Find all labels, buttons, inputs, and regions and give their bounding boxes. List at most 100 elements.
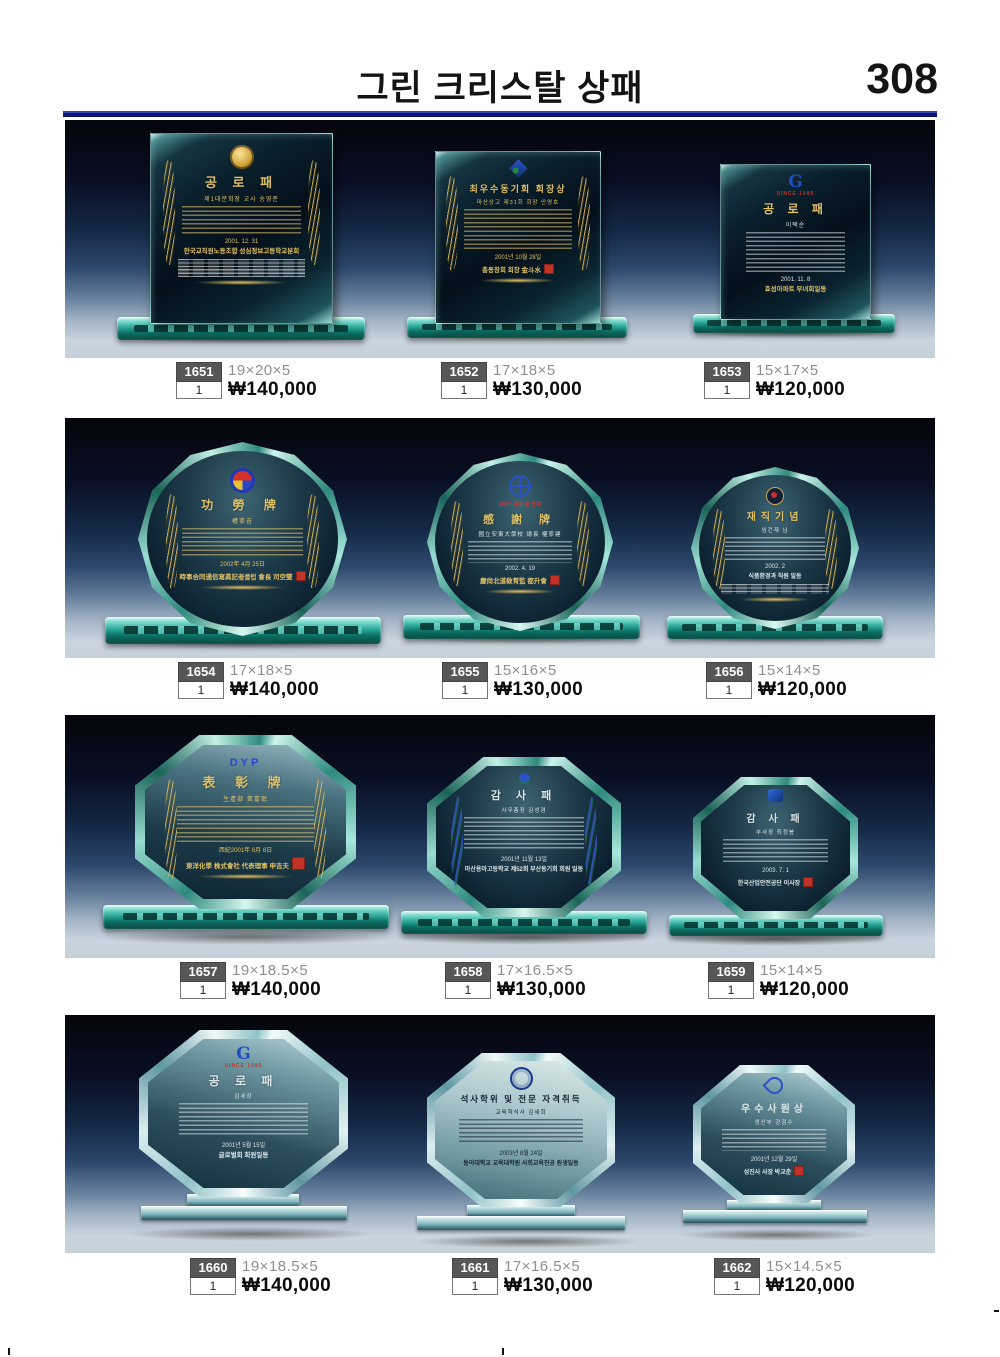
product-label-1655: 1655 1 15×16×5 ₩130,000 bbox=[442, 662, 583, 700]
product-price: ₩140,000 bbox=[228, 379, 318, 400]
g-logo-icon: G SINCE 1989 bbox=[777, 173, 815, 197]
phoenix-ornament-icon bbox=[166, 494, 178, 589]
red-seal-icon bbox=[794, 1165, 805, 1176]
quantity-box: 1 bbox=[176, 382, 222, 399]
item-number-badge: 1661 bbox=[452, 1258, 498, 1278]
laurel-icon bbox=[200, 585, 285, 591]
kisco-logo-text: KISCO bbox=[767, 801, 784, 807]
phoenix-ornament-icon bbox=[314, 779, 326, 879]
plaque-date: 2002年 4月 25日 bbox=[220, 561, 265, 568]
product-size: 15×14×5 bbox=[758, 662, 821, 679]
product-size: 17×18×5 bbox=[493, 362, 556, 379]
plaque-recipient: 사무총장 김성겸 bbox=[501, 807, 547, 814]
shadow bbox=[395, 931, 653, 945]
product-label-1657: 1657 1 19×18.5×5 ₩140,000 bbox=[180, 962, 321, 1000]
plaque-org-text: 時事合同通信寫眞記者클럽 會長 司空燮 bbox=[179, 573, 293, 581]
plaque-title: 공 로 패 bbox=[204, 174, 279, 190]
item-number-badge: 1655 bbox=[442, 662, 488, 682]
laurel-icon bbox=[199, 874, 292, 880]
plaque-title: 感 謝 牌 bbox=[482, 513, 558, 526]
product-label-1659: 1659 1 15×14×5 ₩120,000 bbox=[708, 962, 849, 1000]
plaque-title: 석사학위 및 전문 자격취득 bbox=[460, 1093, 582, 1104]
plaque-body-text bbox=[463, 208, 573, 249]
product-label-1662: 1662 1 15×14.5×5 ₩120,000 bbox=[714, 1258, 855, 1296]
product-price: ₩130,000 bbox=[493, 379, 583, 400]
red-seal-icon bbox=[549, 574, 560, 585]
phoenix-ornament-icon bbox=[713, 509, 725, 589]
plaque-title: 공 로 패 bbox=[763, 201, 828, 216]
page-title: 그린 크리스탈 상패 bbox=[356, 69, 644, 108]
university-seal-icon bbox=[509, 1066, 533, 1090]
phoenix-ornament-icon bbox=[307, 494, 319, 589]
dragon-ornament-icon bbox=[163, 160, 175, 265]
shadow bbox=[413, 1235, 643, 1248]
product-price: ₩140,000 bbox=[230, 679, 320, 700]
product-size: 19×18.5×5 bbox=[242, 1258, 319, 1275]
item-number-badge: 1658 bbox=[445, 962, 491, 982]
kisco-logo-mark bbox=[767, 788, 783, 802]
plaque-title: 감 사 패 bbox=[490, 789, 558, 802]
plaque-recipient: 權寧吉 bbox=[231, 518, 253, 525]
school-emblem-icon bbox=[518, 772, 530, 784]
plaque-org-text: 성진사 사장 박교춘 bbox=[743, 1169, 792, 1176]
plaque-title: 表 彰 牌 bbox=[202, 774, 289, 790]
product-label-1653: 1653 1 15×17×5 ₩120,000 bbox=[704, 362, 845, 400]
plaque-date: 2003. 7. 1 bbox=[762, 867, 789, 874]
red-seal-icon bbox=[544, 263, 554, 274]
product-size: 15×16×5 bbox=[494, 662, 557, 679]
plaque-org: 한국교직원노동조합 성심정보고등학교분회 bbox=[183, 247, 300, 255]
product-label-1661: 1661 1 17×16.5×5 ₩130,000 bbox=[452, 1258, 593, 1296]
header-divider bbox=[63, 111, 937, 117]
plaque-title: 최우수동기회 회장상 bbox=[469, 183, 567, 194]
item-number-badge: 1662 bbox=[714, 1258, 760, 1278]
shadow bbox=[677, 1229, 877, 1241]
plaque-date: 2002. 2 bbox=[764, 563, 786, 570]
plaque-date: 2001년 11월 13일 bbox=[500, 856, 548, 863]
plaque-recipient: 제1대분회장 교사 송영준 bbox=[204, 196, 279, 203]
plaque-recipient: 생산부 강검수 bbox=[754, 1119, 794, 1126]
dyp-logo-icon: DYP bbox=[229, 756, 262, 769]
plaque-org: 時事合同通信寫眞記者클럽 會長 司空燮 bbox=[179, 570, 306, 583]
plaque-recipient: 부사장 최정봉 bbox=[756, 829, 795, 836]
photo-row-2: 功 勞 牌 權寧吉 2002年 4月 25日 時事合同通信寫眞記者클럽 會長 司… bbox=[65, 418, 935, 658]
plaque-org: 성진사 사장 박교춘 bbox=[743, 1165, 805, 1177]
red-seal-icon bbox=[803, 876, 814, 887]
page-number: 308 bbox=[866, 55, 938, 103]
round-emblem-icon bbox=[766, 486, 784, 505]
plaque-1658: 감 사 패 사무총장 김성겸 2001년 11월 13일 마산용마고등학교 제5… bbox=[427, 757, 621, 917]
plaque-org: 식품환경과 직원 일동 bbox=[748, 573, 802, 580]
crop-mark bbox=[994, 1310, 999, 1312]
plaque-org: 글로벌회 회원일동 bbox=[218, 1151, 269, 1159]
plaque-org: 東洋化學 株式會社 代表理事 申吉夫 bbox=[186, 856, 305, 872]
plaque-body-text bbox=[463, 816, 585, 851]
product-label-1654: 1654 1 17×18×5 ₩140,000 bbox=[178, 662, 319, 700]
glass-base-lower bbox=[417, 1216, 625, 1230]
kisco-logo-icon: KISCO bbox=[767, 788, 784, 807]
glass-base-upper bbox=[467, 1205, 575, 1217]
product-label-1651: 1651 1 19×20×5 ₩140,000 bbox=[176, 362, 317, 400]
recipient-names-block bbox=[721, 583, 829, 594]
plaque-recipient: 교육학석사 김세희 bbox=[495, 1109, 547, 1116]
glass-base bbox=[669, 915, 883, 936]
product-size: 15×14.5×5 bbox=[766, 1258, 843, 1275]
plaque-recipient: 이택순 bbox=[785, 222, 806, 229]
product-label-1658: 1658 1 17×16.5×5 ₩130,000 bbox=[445, 962, 586, 1000]
plaque-title: 감 사 패 bbox=[746, 813, 805, 825]
product-price: ₩120,000 bbox=[760, 979, 850, 1000]
plaque-1656: 재직기념 임건재 님 2002. 2 식품환경과 직원 일동 bbox=[691, 467, 859, 629]
product-price: ₩130,000 bbox=[494, 679, 584, 700]
glass-base-lower bbox=[683, 1210, 867, 1223]
glass-base-upper bbox=[727, 1200, 821, 1211]
plaque-body-text bbox=[722, 1128, 826, 1151]
plaque-body-text bbox=[181, 527, 304, 556]
recipient-names-block bbox=[178, 259, 305, 278]
plaque-date: 2001년 12월 29일 bbox=[750, 1156, 798, 1163]
shadow bbox=[125, 1227, 375, 1241]
plaque-date: 2001. 12. 31 bbox=[224, 238, 259, 245]
quantity-box: 1 bbox=[704, 382, 750, 399]
plaque-1654: 功 勞 牌 權寧吉 2002年 4月 25日 時事合同通信寫眞記者클럽 會長 司… bbox=[138, 442, 347, 636]
phoenix-ornament-icon bbox=[165, 779, 177, 879]
product-size: 17×16.5×5 bbox=[504, 1258, 581, 1275]
plaque-body-text bbox=[467, 540, 573, 563]
